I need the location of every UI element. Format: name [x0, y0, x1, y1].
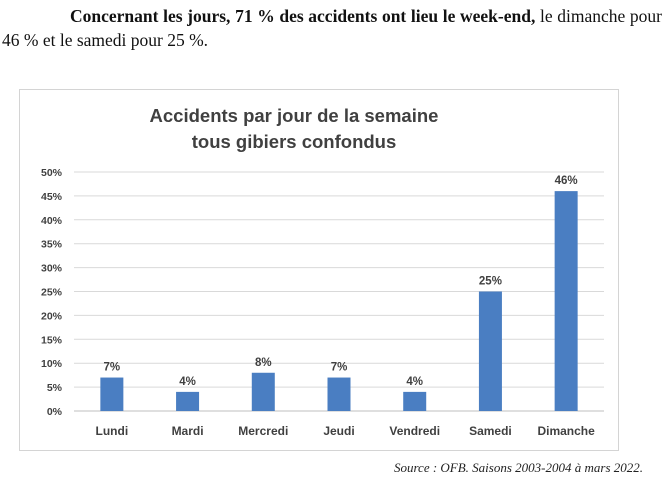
- intro-bold-text: Concernant les jours, 71 % des accidents…: [70, 6, 536, 26]
- bar-chart: Accidents par jour de la semaine tous gib…: [41, 105, 604, 438]
- data-labels: 7% 4% 8% 7% 4% 25% 46%: [104, 175, 578, 388]
- x-tick-label: Lundi: [96, 424, 129, 438]
- data-label: 7%: [104, 362, 121, 374]
- bar: [176, 391, 200, 411]
- bar: [478, 291, 502, 411]
- gridlines: [74, 171, 604, 412]
- y-tick-label: 5%: [47, 382, 63, 394]
- data-label: 4%: [406, 376, 423, 388]
- y-tick-label: 50%: [41, 167, 63, 179]
- chart-title-line: Accidents par jour de la semaine: [150, 105, 439, 126]
- source-note: Source : OFB. Saisons 2003-2004 à mars 2…: [393, 460, 643, 475]
- x-tick-label: Samedi: [469, 424, 512, 438]
- y-tick-label: 45%: [41, 191, 63, 203]
- y-tick-label: 40%: [41, 215, 63, 227]
- chart-frame: Accidents par jour de la semaine tous gib…: [19, 89, 619, 451]
- chart-title: Accidents par jour de la semaine tous gib…: [150, 105, 439, 152]
- data-label: 25%: [479, 276, 502, 288]
- y-tick-label: 25%: [41, 287, 63, 299]
- data-label: 7%: [331, 362, 348, 374]
- bar: [100, 377, 124, 411]
- data-label: 8%: [255, 357, 272, 369]
- x-tick-label: Jeudi: [323, 424, 354, 438]
- y-tick-label: 0%: [47, 406, 63, 418]
- x-tick-label: Mercredi: [238, 424, 288, 438]
- x-tick-label: Vendredi: [389, 424, 440, 438]
- bar: [554, 191, 578, 411]
- x-tick-label: Dimanche: [537, 424, 595, 438]
- intro-paragraph: Concernant les jours, 71 % des accidents…: [2, 4, 662, 52]
- data-label: 4%: [179, 376, 196, 388]
- y-tick-label: 30%: [41, 263, 63, 275]
- bar: [403, 391, 427, 411]
- data-label: 46%: [555, 175, 578, 187]
- y-tick-label: 35%: [41, 239, 63, 251]
- y-tick-label: 20%: [41, 310, 63, 322]
- y-tick-label: 10%: [41, 358, 63, 370]
- chart-title-line: tous gibiers confondus: [192, 131, 397, 152]
- bar: [251, 372, 275, 411]
- y-axis-ticks: 0% 5% 10% 15% 20% 25% 30% 35% 40% 45% 50%: [41, 167, 63, 418]
- x-axis-ticks: Lundi Mardi Mercredi Jeudi Vendredi Samedi Dim…: [96, 424, 596, 438]
- bar: [327, 377, 351, 411]
- intro-normal-text: le dimanche pour 46 % et le samedi pour …: [2, 6, 662, 50]
- bars: [100, 191, 578, 411]
- y-tick-label: 15%: [41, 334, 63, 346]
- x-tick-label: Mardi: [172, 424, 204, 438]
